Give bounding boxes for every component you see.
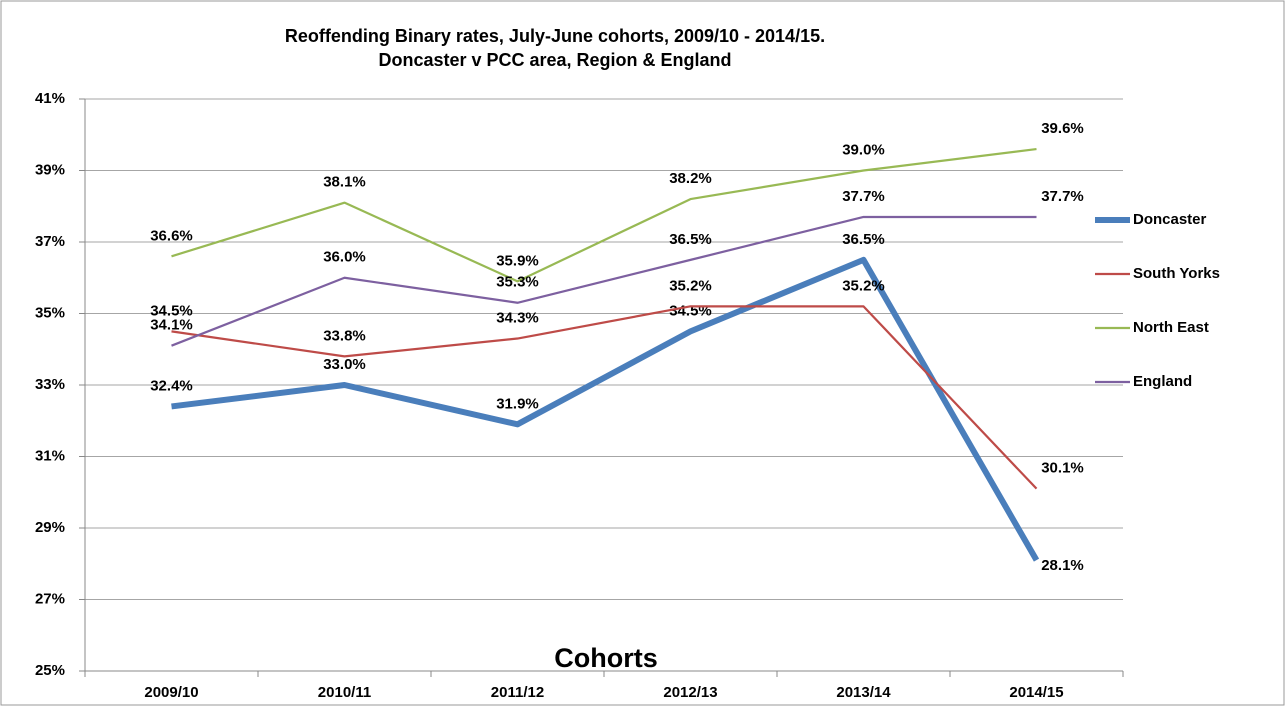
x-tick-label: 2013/14: [836, 684, 891, 701]
y-tick-label: 31%: [35, 447, 65, 464]
data-label: 33.0%: [323, 356, 366, 373]
data-label: 36.5%: [669, 231, 712, 248]
x-axis-title: Cohorts: [554, 643, 658, 673]
data-label: 34.3%: [496, 309, 539, 326]
data-label: 37.7%: [1041, 188, 1084, 205]
y-tick-label: 33%: [35, 376, 65, 393]
data-label: 37.7%: [842, 188, 885, 205]
data-label: 36.5%: [842, 231, 885, 248]
x-tick-label: 2012/13: [663, 684, 717, 701]
data-label: 39.6%: [1041, 120, 1084, 137]
series-line: [171, 256, 1040, 562]
legend-label: North East: [1133, 319, 1209, 336]
y-tick-label: 27%: [35, 590, 65, 607]
data-label: 35.9%: [496, 252, 539, 269]
data-label: 36.6%: [150, 227, 193, 244]
data-label: 36.0%: [323, 249, 366, 266]
chart-subtitle: Doncaster v PCC area, Region & England: [378, 50, 731, 70]
y-tick-label: 29%: [35, 519, 65, 536]
legend-label: Doncaster: [1133, 211, 1207, 228]
data-label: 35.2%: [842, 277, 885, 294]
y-tick-label: 35%: [35, 304, 65, 321]
x-tick-label: 2011/12: [491, 684, 544, 701]
data-label: 39.0%: [842, 141, 885, 158]
series-line: [171, 215, 1037, 347]
data-label: 32.4%: [150, 377, 193, 394]
x-tick-label: 2009/10: [144, 684, 198, 701]
chart-title: Reoffending Binary rates, July-June coho…: [285, 26, 825, 46]
data-label: 31.9%: [496, 395, 539, 412]
x-tick-label: 2014/15: [1009, 684, 1063, 701]
data-label: 34.5%: [150, 302, 193, 319]
data-label: 35.2%: [669, 277, 712, 294]
data-label: 35.3%: [496, 274, 539, 291]
y-tick-label: 39%: [35, 161, 65, 178]
data-label: 38.1%: [323, 174, 366, 191]
series-line: [171, 305, 1038, 490]
x-tick-label: 2010/11: [318, 684, 371, 701]
data-label: 34.5%: [669, 302, 712, 319]
data-label: 34.1%: [150, 317, 193, 334]
data-label: 28.1%: [1041, 557, 1084, 574]
data-label: 38.2%: [669, 170, 712, 187]
data-label: 33.8%: [323, 327, 366, 344]
legend-label: England: [1133, 373, 1192, 390]
series-line: [171, 147, 1037, 283]
legend-label: South Yorks: [1133, 265, 1220, 282]
y-tick-label: 37%: [35, 233, 65, 250]
y-tick-label: 41%: [35, 90, 65, 107]
y-tick-label: 25%: [35, 662, 65, 679]
data-label: 30.1%: [1041, 460, 1084, 477]
